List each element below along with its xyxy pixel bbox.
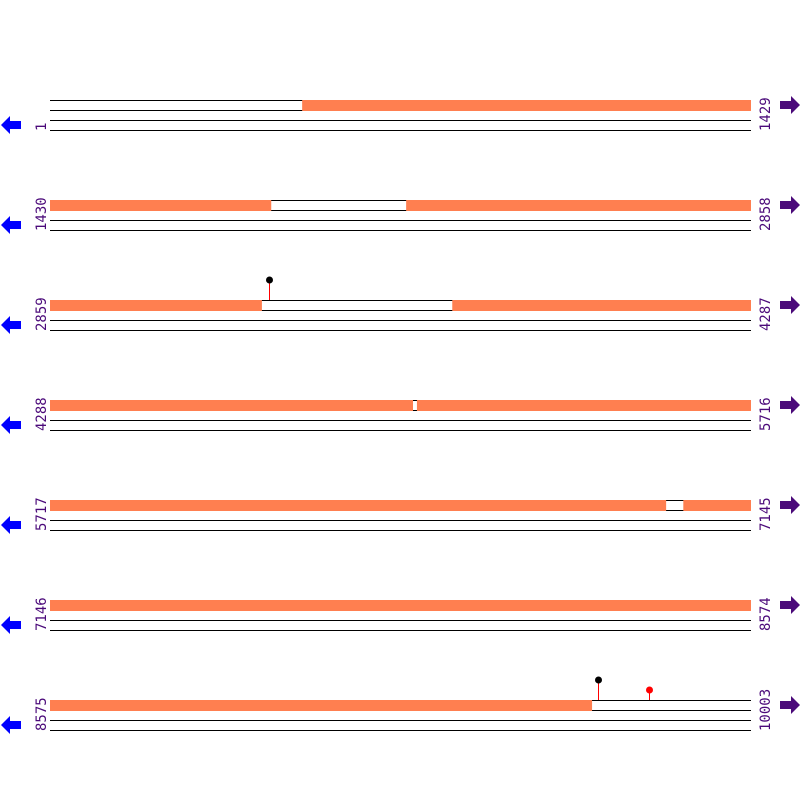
feature-segment[interactable] xyxy=(50,400,414,411)
arrow-left-icon[interactable] xyxy=(1,516,21,534)
feature-segment[interactable] xyxy=(683,500,751,511)
arrow-left-icon[interactable] xyxy=(1,116,21,134)
row-start-label: 2859 xyxy=(34,297,50,331)
arrow-left-icon[interactable] xyxy=(1,716,21,734)
arrow-right-icon[interactable] xyxy=(780,696,800,714)
arrow-right-icon[interactable] xyxy=(780,596,800,614)
arrow-right-icon[interactable] xyxy=(780,396,800,414)
feature-segment[interactable] xyxy=(452,300,751,311)
lollipop-marker-icon[interactable] xyxy=(646,686,653,694)
feature-segment[interactable] xyxy=(50,300,262,311)
arrow-left-icon[interactable] xyxy=(1,216,21,234)
arrow-right-icon[interactable] xyxy=(780,296,800,314)
row-start-label: 4288 xyxy=(34,397,50,431)
feature-segment[interactable] xyxy=(50,700,593,711)
feature-segment[interactable] xyxy=(50,500,667,511)
feature-segment[interactable] xyxy=(50,600,751,611)
feature-segment[interactable] xyxy=(416,400,751,411)
row-end-label: 7145 xyxy=(758,497,774,531)
row-end-label: 1429 xyxy=(758,97,774,131)
feature-segment[interactable] xyxy=(302,100,751,111)
row-end-label: 4287 xyxy=(758,297,774,331)
lollipop-marker-icon[interactable] xyxy=(595,676,602,684)
arrow-left-icon[interactable] xyxy=(1,616,21,634)
arrow-right-icon[interactable] xyxy=(780,196,800,214)
row-start-label: 8575 xyxy=(34,697,50,731)
arrow-left-icon[interactable] xyxy=(1,416,21,434)
row-end-label: 2858 xyxy=(758,197,774,231)
row-start-label: 1 xyxy=(34,123,50,131)
feature-segment[interactable] xyxy=(50,200,272,211)
arrow-right-icon[interactable] xyxy=(780,96,800,114)
row-start-label: 5717 xyxy=(34,497,50,531)
feature-segment[interactable] xyxy=(406,200,751,211)
row-start-label: 1430 xyxy=(34,197,50,231)
row-end-label: 8574 xyxy=(758,597,774,631)
row-end-label: 5716 xyxy=(758,397,774,431)
lollipop-marker-icon[interactable] xyxy=(266,276,273,284)
row-start-label: 7146 xyxy=(34,597,50,631)
arrow-left-icon[interactable] xyxy=(1,316,21,334)
arrow-right-icon[interactable] xyxy=(780,496,800,514)
row-end-label: 10003 xyxy=(758,689,774,731)
